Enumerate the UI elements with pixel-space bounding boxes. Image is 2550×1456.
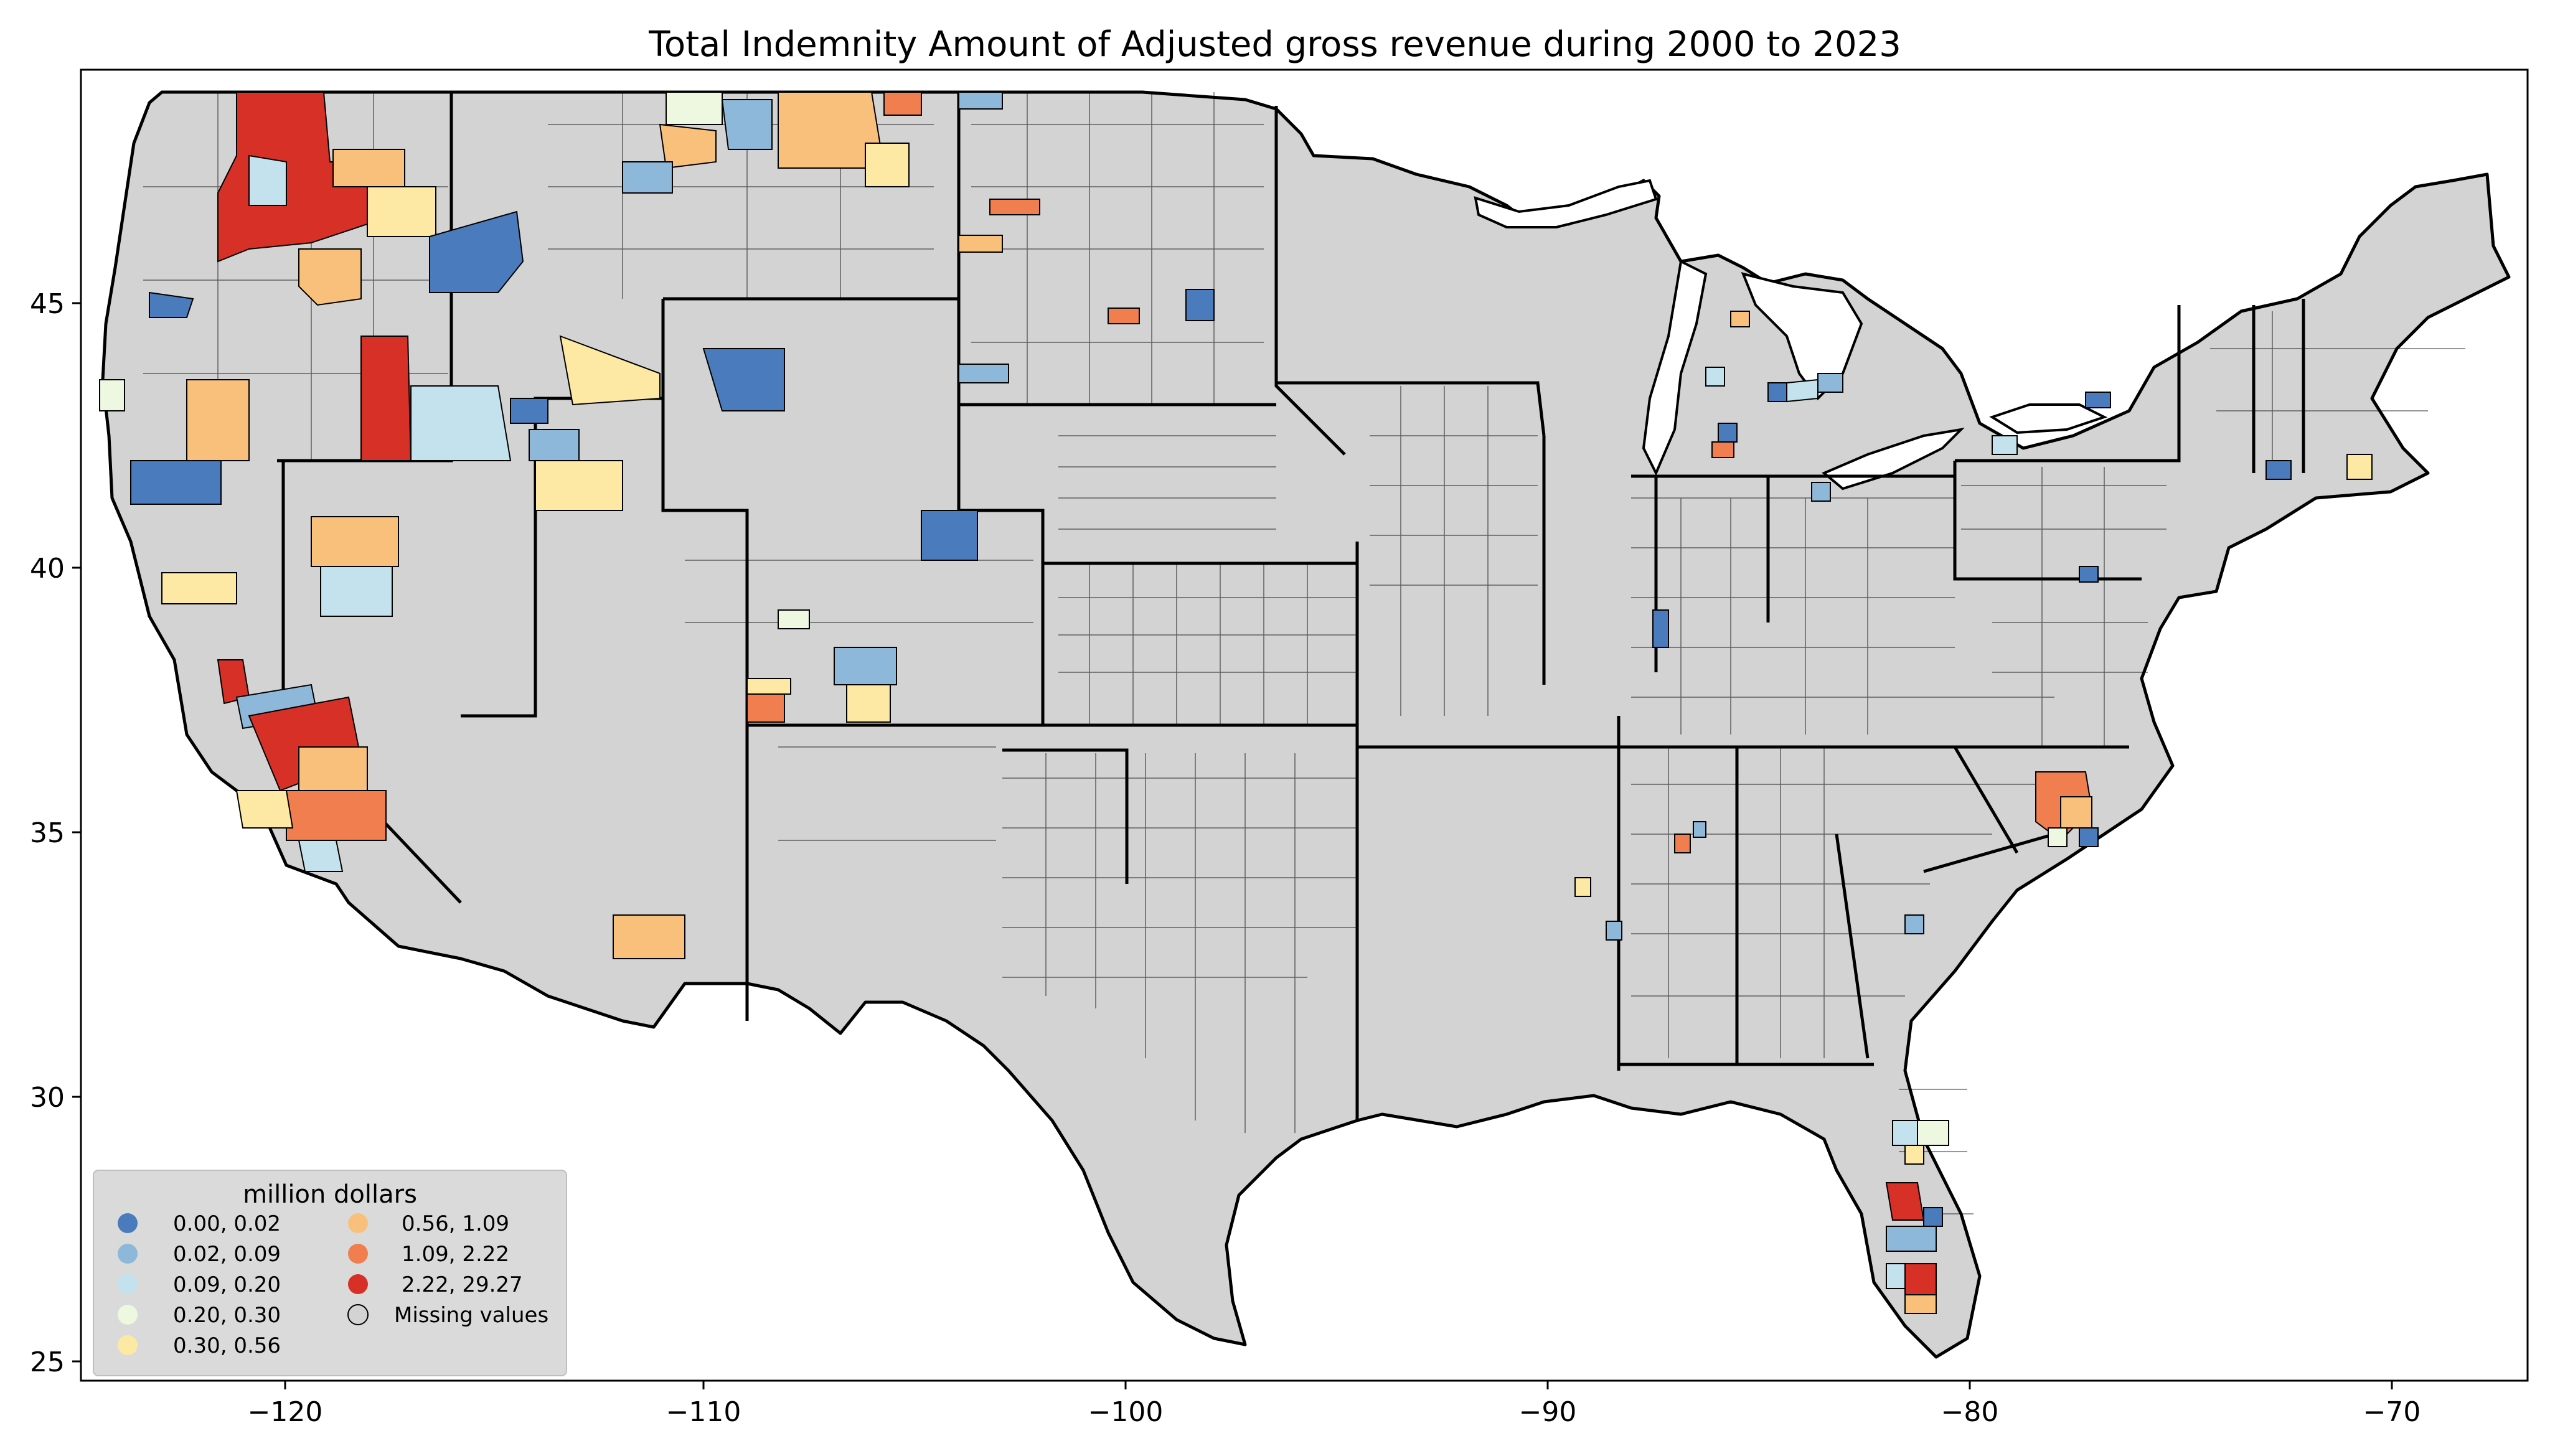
legend-marker — [118, 1305, 138, 1325]
y-axis — [72, 302, 81, 1363]
legend-column-right: 0.56, 1.09 1.09, 2.22 2.22, 29.27 Missin… — [347, 1211, 548, 1328]
legend-label: Missing values — [394, 1303, 548, 1328]
x-axis — [284, 1381, 2393, 1389]
legend-label: 0.56, 1.09 — [402, 1211, 509, 1236]
legend-marker — [118, 1274, 138, 1294]
x-tick-label: −90 — [1519, 1396, 1577, 1428]
x-tick-label: −110 — [666, 1396, 741, 1428]
x-tick-label: −120 — [248, 1396, 323, 1428]
x-tick-label: −80 — [1941, 1396, 1999, 1428]
lake-erie — [1822, 428, 1965, 491]
lake-michigan — [1642, 260, 1708, 476]
legend-label: 2.22, 29.27 — [402, 1272, 523, 1297]
legend-box — [93, 1170, 567, 1376]
legend-marker — [118, 1213, 138, 1233]
x-tick-labels: −120 −110 −100 −90 −80 −70 — [248, 1396, 2421, 1428]
legend-marker — [348, 1274, 368, 1294]
lake-superior — [1474, 179, 1658, 228]
legend-marker — [347, 1304, 369, 1325]
colored-counties — [99, 92, 2373, 1314]
legend-marker — [348, 1213, 368, 1233]
y-tick-label: 40 — [30, 553, 65, 585]
legend-label: 0.02, 0.09 — [173, 1242, 281, 1267]
lake-ontario — [1989, 403, 2108, 434]
legend-title: million dollars — [243, 1180, 417, 1209]
legend-marker — [118, 1335, 138, 1355]
y-tick-label: 30 — [30, 1082, 65, 1114]
chart-title: Total Indemnity Amount of Adjusted gross… — [648, 24, 1901, 65]
y-tick-label: 25 — [30, 1346, 65, 1378]
legend: million dollars 0.00, 0.02 0.02, 0.09 0.… — [93, 1170, 567, 1376]
y-tick-label: 45 — [30, 288, 65, 320]
legend-label: 0.30, 0.56 — [173, 1333, 281, 1358]
y-tick-label: 35 — [30, 817, 65, 849]
x-tick-label: −100 — [1088, 1396, 1164, 1428]
legend-label: 0.20, 0.30 — [173, 1303, 281, 1328]
legend-column-left: 0.00, 0.02 0.02, 0.09 0.09, 0.20 0.20, 0… — [118, 1211, 281, 1358]
x-tick-label: −70 — [2363, 1396, 2421, 1428]
us-map — [99, 90, 2511, 1359]
y-tick-labels: 45 40 35 30 25 — [30, 288, 65, 1378]
legend-marker — [118, 1244, 138, 1264]
legend-label: 0.09, 0.20 — [173, 1272, 281, 1297]
legend-label: 0.00, 0.02 — [173, 1211, 281, 1236]
legend-marker — [348, 1244, 368, 1264]
legend-label: 1.09, 2.22 — [402, 1242, 509, 1267]
